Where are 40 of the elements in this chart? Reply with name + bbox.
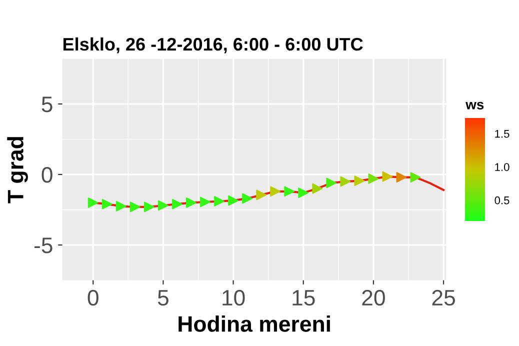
point — [88, 197, 98, 208]
point — [326, 178, 337, 188]
x-tick-label: 25 — [432, 290, 455, 306]
point — [298, 188, 309, 198]
point — [144, 202, 154, 212]
point — [284, 186, 295, 197]
x-tick-label: 0 — [88, 290, 98, 306]
x-tick-label: 20 — [362, 290, 385, 306]
color-bar-label: 1.5 — [495, 130, 510, 138]
x-tick-label: 5 — [158, 290, 168, 306]
point — [102, 198, 112, 210]
point — [158, 200, 168, 211]
y-axis-title: T grad — [7, 137, 28, 204]
point — [410, 172, 421, 183]
point — [382, 171, 393, 182]
x-tick-label: 15 — [292, 290, 315, 306]
point — [270, 186, 281, 197]
x-tick-label: 10 — [222, 290, 245, 306]
y-tick-label: -5 — [34, 238, 52, 254]
point — [368, 173, 379, 184]
point — [172, 198, 182, 210]
point — [228, 195, 238, 206]
color-bar-label: 0.5 — [494, 196, 510, 204]
color-bar-label: 1.0 — [495, 163, 510, 172]
point — [242, 193, 253, 204]
point — [116, 201, 126, 212]
point — [186, 197, 196, 208]
x-axis-title: Hodina mereni — [178, 316, 330, 332]
point — [312, 183, 323, 194]
point — [130, 202, 140, 212]
chart-title: Elsklo, 26 -12-2016, 6:00 - 6:00 UTC — [63, 37, 363, 54]
point — [340, 176, 351, 187]
point — [354, 176, 365, 186]
point — [256, 190, 267, 200]
color-bar-title: ws — [466, 102, 484, 110]
point — [214, 196, 224, 206]
point — [200, 196, 210, 208]
y-tick-label: 5 — [42, 96, 52, 112]
point — [396, 172, 407, 183]
y-tick-label: 0 — [42, 167, 52, 183]
